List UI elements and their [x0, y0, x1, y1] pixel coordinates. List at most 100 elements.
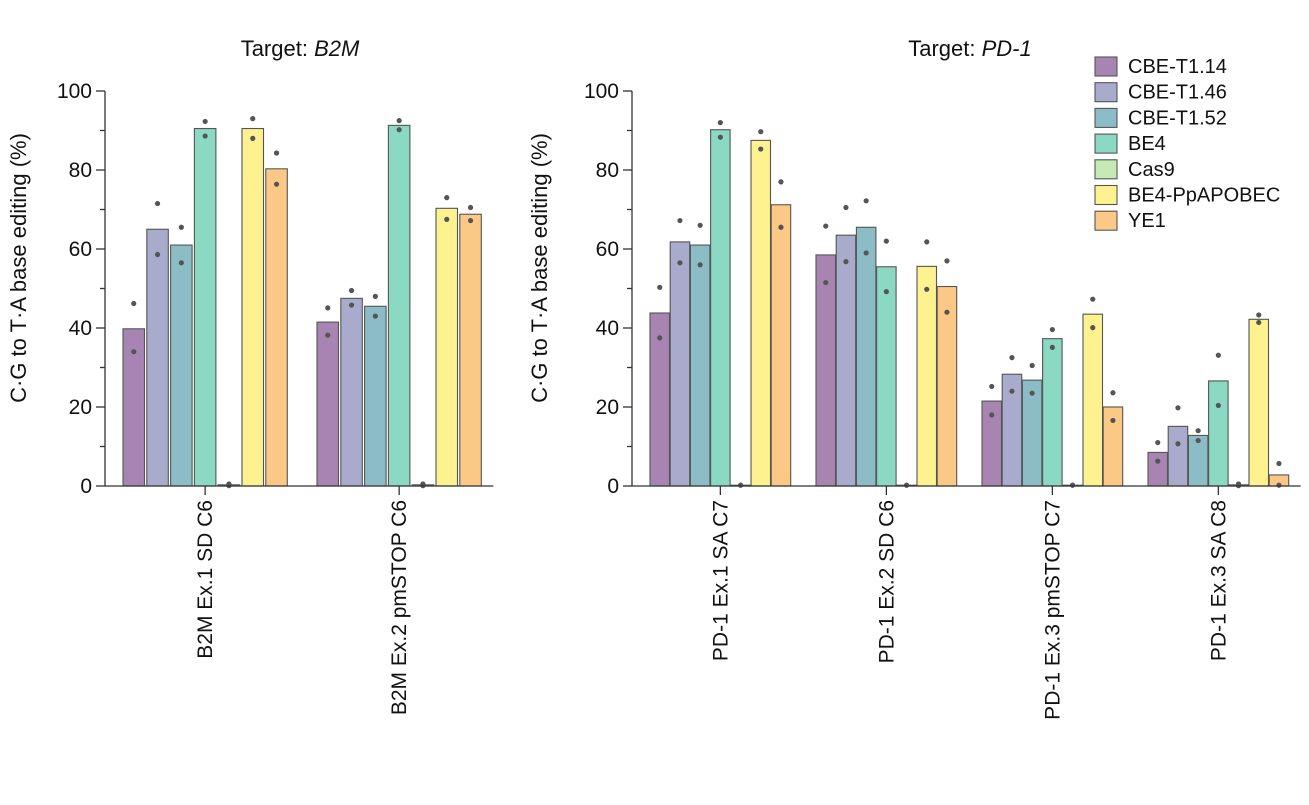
category-label: PD-1 Ex.3 pmSTOP C7 — [1041, 500, 1064, 720]
replicate-point — [903, 482, 910, 488]
replicate-point — [1049, 344, 1055, 350]
y-tick-label: 0 — [80, 475, 92, 498]
replicate-point — [396, 127, 402, 133]
replicate-point — [989, 383, 995, 390]
y-tick-label: 100 — [584, 80, 619, 103]
bar-cbe-t1.46-pd1-1 — [835, 234, 857, 487]
replicate-point — [924, 286, 930, 292]
y-tick-label: 20 — [596, 396, 619, 419]
replicate-point — [250, 116, 256, 122]
bar-ye1-pd1-1 — [936, 285, 958, 487]
replicate-point — [778, 224, 784, 230]
replicate-point — [1155, 458, 1161, 464]
replicate-point — [717, 134, 723, 140]
replicate-point — [1256, 312, 1262, 318]
bar-ye1-b2m-1 — [459, 213, 482, 487]
bar-be4-pd1-3 — [1208, 380, 1229, 487]
replicate-point — [131, 300, 137, 307]
replicate-point — [325, 305, 331, 311]
replicate-point — [989, 412, 995, 418]
legend-label: YE1 — [1128, 210, 1166, 232]
replicate-point — [372, 313, 378, 319]
panel-title-prefix: Target: — [908, 36, 981, 61]
bar-cbe-t1.52-b2m-0 — [170, 244, 193, 487]
replicate-point — [697, 262, 703, 268]
replicate-point — [924, 239, 930, 245]
replicate-point — [467, 204, 474, 211]
legend: CBE-T1.14 CBE-T1.46 CBE-T1.52 BE4 Cas9 BE4-Pp… — [1094, 56, 1280, 232]
bar-cbe-t1.52-pd1-1 — [855, 226, 877, 487]
panel-b2m: Target: B2M C·G to T·A base editing (%) … — [6, 36, 494, 715]
panel-title-b2m: Target: B2M — [241, 36, 360, 61]
y-tick-label: 0 — [607, 475, 619, 498]
bar-be4-ppapobec-pd1-3 — [1248, 318, 1270, 487]
panel-title-target: PD-1 — [982, 36, 1032, 61]
legend-swatch-cbe-t1.46 — [1094, 82, 1118, 103]
replicate-point — [325, 332, 331, 338]
replicate-point — [758, 129, 764, 135]
bar-cbe-t1.46-pd1-3 — [1167, 425, 1189, 487]
replicate-point — [883, 289, 889, 295]
replicate-point — [944, 309, 950, 315]
y-axis-title-b2m: C·G to T·A base editing (%) — [6, 133, 31, 403]
category-label: PD-1 Ex.1 SA C7 — [709, 500, 732, 661]
replicate-point — [1155, 439, 1161, 446]
replicate-point — [758, 146, 764, 152]
bar-be4-b2m-1 — [387, 124, 411, 487]
replicate-point — [348, 302, 355, 308]
legend-swatch-be4-ppapobec — [1094, 184, 1118, 206]
replicate-point — [657, 284, 663, 290]
bar-cbe-t1.46-b2m-0 — [146, 228, 169, 487]
replicate-point — [1049, 326, 1055, 333]
replicate-point — [1090, 325, 1096, 331]
replicate-point — [1009, 355, 1015, 361]
replicate-point — [202, 118, 208, 125]
legend-swatch-cbe-t1.52 — [1094, 107, 1118, 128]
replicate-point — [1090, 296, 1096, 302]
legend-swatch-be4 — [1094, 133, 1118, 154]
replicate-point — [737, 482, 744, 488]
bar-cbe-t1.46-b2m-1 — [340, 297, 363, 487]
bar-cbe-t1.14-pd1-3 — [1147, 451, 1169, 487]
replicate-point — [131, 349, 137, 355]
replicate-point — [717, 120, 723, 126]
x-axis-b2m: B2M Ex.1 SD C6 B2M Ex.2 pmSTOP C6 — [105, 485, 494, 715]
y-tick-label: 80 — [69, 159, 92, 182]
bar-cbe-t1.52-pd1-0 — [689, 244, 711, 487]
bar-be4-pd1-2 — [1042, 338, 1063, 487]
replicate-point — [778, 179, 784, 185]
panel-title-prefix: Target: — [241, 36, 314, 61]
replicate-point — [863, 198, 869, 204]
panel-title-target: B2M — [314, 36, 360, 61]
bar-cbe-t1.14-pd1-1 — [815, 254, 837, 487]
replicate-point — [396, 118, 402, 124]
replicate-point — [1256, 319, 1262, 326]
replicate-point — [250, 135, 256, 141]
y-tick-label: 100 — [57, 80, 92, 103]
replicate-point — [1029, 390, 1035, 396]
bar-ye1-pd1-0 — [770, 204, 792, 487]
replicate-point — [1215, 352, 1221, 358]
category-label: PD-1 Ex.3 SA C8 — [1207, 500, 1230, 661]
replicate-point — [823, 223, 829, 229]
bar-be4-ppapobec-pd1-0 — [750, 139, 772, 487]
replicate-point — [657, 335, 663, 341]
bar-ye1-b2m-0 — [265, 168, 288, 487]
legend-swatch-cbe-t1.14 — [1094, 56, 1118, 77]
legend-swatch-ye1 — [1094, 210, 1118, 231]
legend-label: BE4-PpAPOBEC — [1128, 185, 1280, 207]
y-tick-label: 20 — [69, 396, 92, 419]
replicate-point — [1110, 417, 1116, 424]
y-axis-title-pd1: C·G to T·A base editing (%) — [527, 133, 552, 403]
replicate-point — [677, 260, 683, 266]
replicate-point — [944, 258, 950, 264]
x-axis-pd1: PD-1 Ex.1 SA C7 PD-1 Ex.2 SD C6 PD-1 Ex.3 … — [632, 485, 1301, 720]
bar-cbe-t1.46-pd1-0 — [669, 241, 691, 487]
y-tick-label: 40 — [69, 317, 92, 340]
category-label: B2M Ex.2 pmSTOP C6 — [388, 500, 411, 715]
replicate-point — [1276, 460, 1282, 467]
replicate-point — [348, 287, 355, 294]
y-tick-label: 60 — [596, 238, 619, 261]
bar-be4-ppapobec-b2m-1 — [435, 207, 459, 487]
replicate-point — [372, 293, 378, 299]
